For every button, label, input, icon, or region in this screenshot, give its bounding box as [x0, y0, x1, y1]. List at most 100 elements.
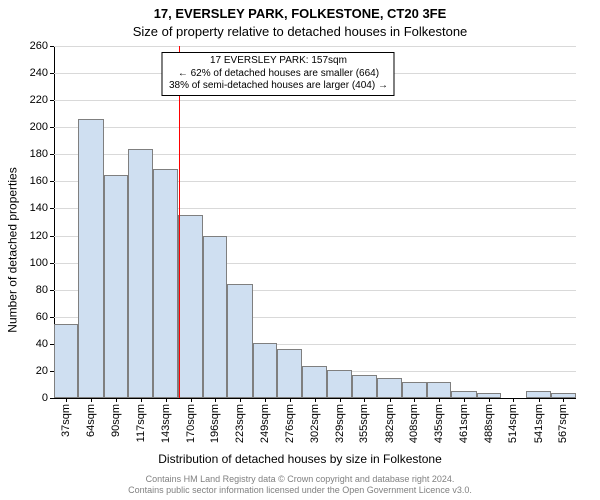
histogram-bar [402, 382, 427, 398]
ytick-mark [50, 127, 54, 128]
ytick-label: 20 [36, 365, 48, 377]
plot-area: 02040608010012014016018020022024026037sq… [54, 46, 576, 398]
xtick-label: 90sqm [110, 404, 122, 437]
xtick-label: 488sqm [483, 404, 495, 443]
annotation-line1: 17 EVERSLEY PARK: 157sqm [169, 55, 388, 68]
xtick-label: 302sqm [309, 404, 321, 443]
ytick-label: 200 [30, 121, 48, 133]
xtick-label: 541sqm [533, 404, 545, 443]
histogram-bar [203, 236, 227, 398]
histogram-bar [153, 169, 177, 398]
x-axis-label: Distribution of detached houses by size … [0, 452, 600, 466]
xtick-mark [141, 398, 142, 402]
ytick-mark [50, 154, 54, 155]
xtick-mark [91, 398, 92, 402]
xtick-mark [315, 398, 316, 402]
xtick-label: 196sqm [209, 404, 221, 443]
xtick-mark [364, 398, 365, 402]
ytick-mark [50, 398, 54, 399]
xtick-label: 117sqm [135, 404, 147, 442]
histogram-bar [451, 391, 476, 398]
ytick-mark [50, 263, 54, 264]
ytick-mark [50, 236, 54, 237]
ytick-mark [50, 317, 54, 318]
ytick-label: 100 [30, 257, 48, 269]
xtick-mark [464, 398, 465, 402]
xtick-mark [340, 398, 341, 402]
xtick-mark [166, 398, 167, 402]
chart-title-line1: 17, EVERSLEY PARK, FOLKESTONE, CT20 3FE [0, 6, 600, 21]
xtick-mark [240, 398, 241, 402]
xtick-label: 223sqm [234, 404, 246, 443]
histogram-bar [128, 149, 153, 398]
xtick-label: 170sqm [185, 404, 197, 443]
xtick-mark [215, 398, 216, 402]
xtick-label: 329sqm [334, 404, 346, 443]
xtick-label: 408sqm [408, 404, 420, 443]
ytick-mark [50, 208, 54, 209]
ytick-label: 180 [30, 148, 48, 160]
histogram-bar [253, 343, 277, 399]
reference-vline [179, 46, 180, 398]
xtick-label: 514sqm [507, 404, 519, 443]
xtick-label: 567sqm [557, 404, 569, 443]
ytick-label: 240 [30, 67, 48, 79]
histogram-bar [327, 370, 352, 398]
xtick-mark [414, 398, 415, 402]
ytick-mark [50, 290, 54, 291]
xtick-mark [265, 398, 266, 402]
xtick-mark [390, 398, 391, 402]
xtick-mark [290, 398, 291, 402]
ytick-label: 0 [42, 392, 48, 404]
ytick-label: 220 [30, 94, 48, 106]
gridline [54, 127, 576, 128]
footer-line1: Contains HM Land Registry data © Crown c… [0, 474, 600, 485]
histogram-bar [54, 324, 78, 398]
ytick-label: 120 [30, 230, 48, 242]
xtick-label: 382sqm [384, 404, 396, 443]
histogram-bar [427, 382, 451, 398]
xtick-label: 249sqm [259, 404, 271, 443]
chart-title-line2: Size of property relative to detached ho… [0, 24, 600, 39]
xtick-mark [489, 398, 490, 402]
xtick-label: 143sqm [160, 404, 172, 443]
histogram-bar [78, 119, 103, 398]
xtick-label: 276sqm [284, 404, 296, 443]
histogram-bar [104, 175, 128, 398]
histogram-bar [302, 366, 326, 398]
histogram-bar [277, 349, 302, 398]
ytick-mark [50, 73, 54, 74]
xtick-label: 37sqm [60, 404, 72, 437]
y-axis-label: Number of detached properties [4, 0, 22, 500]
annotation-line3: 38% of semi-detached houses are larger (… [169, 80, 388, 93]
chart-container: 17, EVERSLEY PARK, FOLKESTONE, CT20 3FE … [0, 0, 600, 500]
xtick-mark [66, 398, 67, 402]
xtick-label: 435sqm [433, 404, 445, 443]
histogram-bar [227, 284, 252, 398]
xtick-mark [563, 398, 564, 402]
histogram-bar [526, 391, 550, 398]
footer-line2: Contains public sector information licen… [0, 485, 600, 496]
ytick-label: 140 [30, 202, 48, 214]
xtick-mark [539, 398, 540, 402]
ytick-label: 260 [30, 40, 48, 52]
gridline [54, 46, 576, 47]
histogram-bar [178, 215, 203, 398]
xtick-mark [116, 398, 117, 402]
ytick-mark [50, 46, 54, 47]
ytick-label: 160 [30, 175, 48, 187]
footer-attribution: Contains HM Land Registry data © Crown c… [0, 474, 600, 496]
ytick-label: 80 [36, 284, 48, 296]
histogram-bar [377, 378, 401, 398]
ytick-label: 60 [36, 311, 48, 323]
gridline [54, 100, 576, 101]
annotation-box: 17 EVERSLEY PARK: 157sqm ← 62% of detach… [162, 52, 395, 96]
annotation-line2: ← 62% of detached houses are smaller (66… [169, 68, 388, 81]
xtick-mark [439, 398, 440, 402]
ytick-mark [50, 181, 54, 182]
xtick-label: 461sqm [458, 404, 470, 443]
ytick-mark [50, 100, 54, 101]
xtick-label: 355sqm [358, 404, 370, 443]
xtick-label: 64sqm [85, 404, 97, 437]
histogram-bar [352, 375, 377, 398]
